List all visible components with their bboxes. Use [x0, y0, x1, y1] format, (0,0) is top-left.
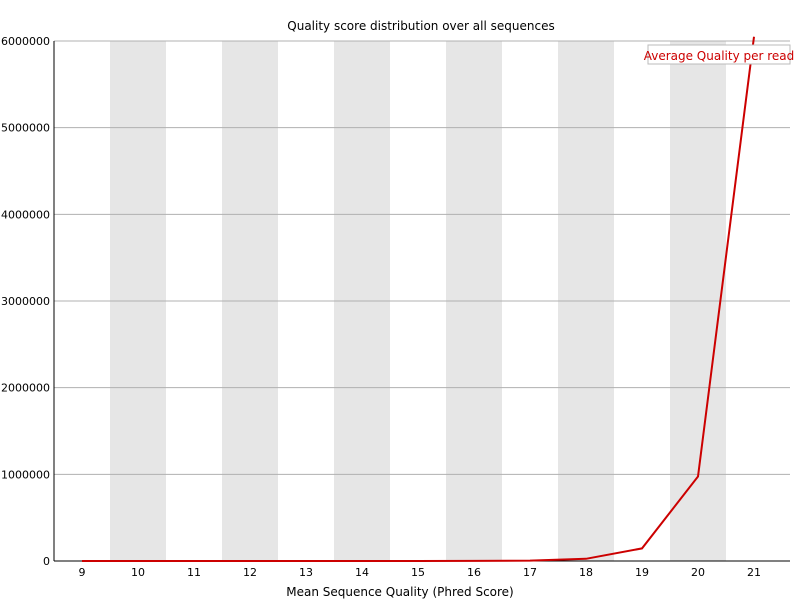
legend-entry-label: Average Quality per read [644, 49, 795, 63]
chart-title: Quality score distribution over all sequ… [287, 19, 554, 33]
x-tick-label: 16 [467, 566, 481, 579]
y-tick-label: 2000000 [1, 382, 50, 395]
x-tick-label: 18 [579, 566, 593, 579]
y-tick-labels: 0 1000000 2000000 3000000 4000000 5000000 6000… [1, 35, 50, 568]
x-axis-label: Mean Sequence Quality (Phred Score) [286, 585, 514, 599]
y-tick-label: 0 [43, 555, 50, 568]
y-tick-label: 1000000 [1, 468, 50, 481]
legend: Average Quality per read [644, 44, 795, 65]
x-tick-label: 19 [635, 566, 649, 579]
x-tick-label: 14 [355, 566, 369, 579]
x-tick-label: 9 [79, 566, 86, 579]
x-tick-label: 11 [187, 566, 201, 579]
legend-box [647, 44, 791, 65]
x-tick-label: 13 [299, 566, 313, 579]
y-tick-label: 5000000 [1, 122, 50, 135]
y-tick-label: 4000000 [1, 208, 50, 221]
x-tick-label: 20 [691, 566, 705, 579]
gridlines [54, 40, 790, 475]
x-tick-label: 12 [243, 566, 257, 579]
x-tick-label: 15 [411, 566, 425, 579]
series-lines [82, 36, 755, 562]
x-tick-label: 10 [131, 566, 145, 579]
x-tick-label: 21 [747, 566, 761, 579]
x-tick-labels: 9 10 11 12 13 14 15 16 17 18 19 20 21 [79, 566, 762, 579]
y-tick-label: 6000000 [1, 35, 50, 48]
x-tick-label: 17 [523, 566, 537, 579]
y-tick-label: 3000000 [1, 295, 50, 308]
series-line [82, 36, 755, 562]
